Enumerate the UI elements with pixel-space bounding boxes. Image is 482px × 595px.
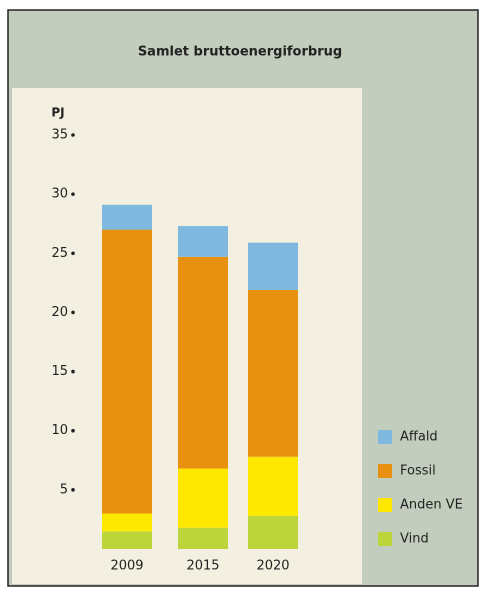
x-tick-label: 2020	[256, 559, 289, 574]
bar-segment	[178, 468, 228, 528]
legend-swatch	[378, 430, 392, 444]
bar-segment	[248, 515, 298, 549]
x-tick-label: 2009	[110, 559, 143, 574]
legend-label: Anden VE	[400, 498, 463, 513]
y-axis-label: PJ	[51, 106, 64, 120]
legend-swatch	[378, 464, 392, 478]
bar-segment	[178, 226, 228, 257]
chart-title: Samlet bruttoenergiforbrug	[138, 45, 342, 60]
legend-label: Vind	[400, 532, 429, 547]
x-tick-label: 2015	[186, 559, 219, 574]
y-tick-label: 30	[51, 187, 68, 202]
bar-segment	[102, 229, 152, 514]
legend-label: Affald	[400, 430, 438, 445]
bar-segment	[248, 289, 298, 457]
y-tick-label: 25	[51, 246, 68, 261]
y-tick-label: 5	[60, 482, 68, 497]
bar-segment	[178, 527, 228, 549]
bar-segment	[248, 456, 298, 516]
y-tick-label: 20	[51, 305, 68, 320]
y-tick-label: 35	[51, 128, 68, 143]
bar-segment	[178, 256, 228, 469]
bar-segment	[102, 513, 152, 532]
legend-swatch	[378, 498, 392, 512]
tick-mark	[71, 369, 75, 374]
tick-mark	[71, 310, 75, 315]
bar-segment	[102, 531, 152, 549]
y-tick-label: 10	[51, 423, 68, 438]
legend-swatch	[378, 532, 392, 546]
legend-label: Fossil	[400, 464, 436, 479]
tick-mark	[71, 133, 75, 137]
bar-segment	[102, 204, 152, 230]
bar-segment	[248, 242, 298, 290]
tick-mark	[71, 192, 75, 196]
y-tick-label: 15	[51, 364, 68, 379]
tick-mark	[71, 428, 75, 433]
tick-mark	[71, 488, 75, 492]
tick-mark	[71, 251, 75, 256]
